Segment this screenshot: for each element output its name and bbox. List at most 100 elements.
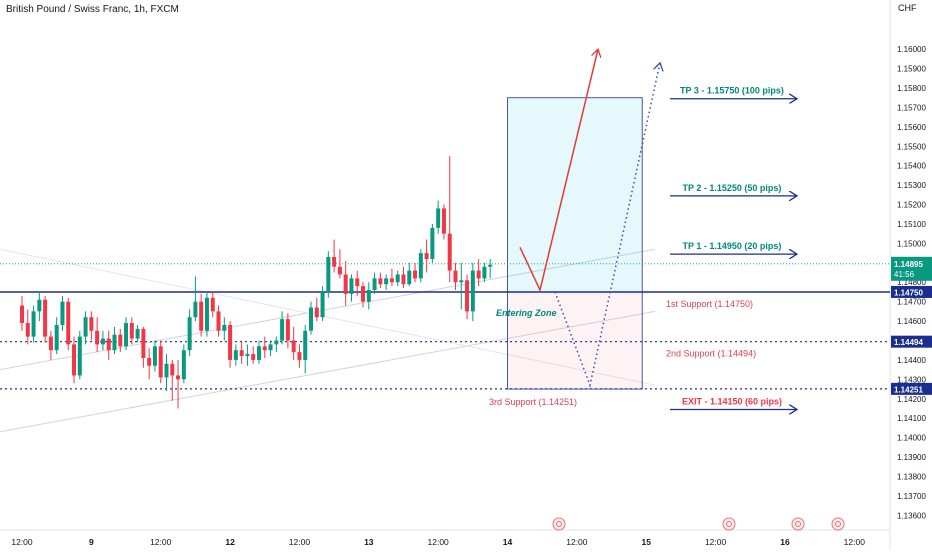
y-tick-label: 1.14200 — [897, 395, 926, 404]
level-badge-text-1: 1.14750 — [894, 288, 923, 297]
y-tick-label: 1.14400 — [897, 356, 926, 365]
y-tick-label: 1.14300 — [897, 375, 926, 384]
candle-body — [285, 319, 290, 341]
candle-body — [152, 346, 157, 366]
y-tick-label: 1.15300 — [897, 181, 926, 190]
candle-body — [418, 253, 423, 279]
candle-body — [378, 278, 383, 285]
bullish-path-arrow — [519, 49, 598, 293]
candle-body — [193, 301, 198, 318]
current-price-text: 1.14895 — [894, 260, 923, 269]
candle-body — [366, 290, 371, 302]
y-tick-label: 1.15800 — [897, 84, 926, 93]
y-tick-label: 1.15100 — [897, 220, 926, 229]
level-badge-1 — [891, 285, 932, 298]
candle-body — [372, 278, 377, 291]
y-tick-label: 1.14700 — [897, 298, 926, 307]
candle-body — [158, 346, 163, 378]
y-tick-label: 1.15600 — [897, 123, 926, 132]
candle-body — [176, 375, 181, 380]
entering-zone-label: Entering Zone — [496, 308, 557, 318]
position-box — [507, 97, 643, 390]
candle-body — [251, 354, 256, 360]
y-tick-label: 1.14800 — [897, 278, 926, 287]
candle-body — [361, 286, 366, 302]
target-label-2: TP 2 - 1.15250 (50 pips) — [683, 183, 782, 193]
event-icon-dot — [556, 521, 562, 527]
candle-body — [309, 307, 313, 331]
target-label-4: EXIT - 1.14150 (60 pips) — [682, 396, 782, 406]
y-tick-label: 1.13800 — [897, 472, 926, 481]
candle-body — [43, 299, 48, 337]
candle-body — [66, 301, 71, 345]
x-tick-label: 16 — [780, 537, 790, 547]
y-tick-label: 1.13700 — [897, 492, 926, 501]
y-tick-label: 1.13600 — [897, 511, 926, 520]
candle-body — [280, 319, 285, 341]
event-icon — [552, 517, 566, 531]
candle-body — [199, 301, 204, 331]
candle-body — [430, 227, 435, 259]
price-axis: 1.13600 1.13700 1.13800 1.13900 1.14000 1.141… — [897, 45, 926, 520]
candle-body — [389, 278, 394, 283]
y-tick-label: 1.14000 — [897, 434, 926, 443]
candle-body — [72, 344, 77, 376]
target-label-3: TP 1 - 1.14950 (20 pips) — [683, 241, 782, 251]
plot-background — [0, 0, 890, 550]
candle-body — [343, 274, 348, 294]
candle-body — [274, 340, 279, 345]
candle-body — [37, 299, 42, 312]
target-labels: TP 3 - 1.15750 (100 pips) TP 2 - 1.15250 … — [670, 86, 797, 410]
candle-body — [332, 256, 337, 267]
event-icon-dot — [726, 521, 732, 527]
countdown-text: 41:56 — [894, 270, 915, 279]
level-badge-3 — [891, 382, 932, 395]
x-tick-label: 9 — [89, 537, 94, 547]
candle-body — [216, 311, 221, 331]
y-tick-label: 1.15000 — [897, 239, 926, 248]
x-tick-label: 12:00 — [11, 537, 33, 547]
candle-body — [112, 334, 117, 351]
candle-body — [20, 305, 24, 324]
support-label-2: 2nd Support (1.14494) — [666, 349, 756, 359]
y-tick-label: 1.15700 — [897, 103, 926, 112]
y-tick-label: 1.15900 — [897, 65, 926, 74]
candle-body — [303, 330, 308, 360]
candle-body — [25, 323, 30, 337]
level-badge-text-3: 1.14251 — [894, 385, 923, 394]
candle-body — [89, 317, 94, 331]
candle-body — [83, 317, 88, 337]
candle-body — [31, 311, 36, 337]
candle-body — [320, 291, 325, 318]
x-tick-label: 13 — [364, 537, 374, 547]
candle-body — [453, 270, 458, 283]
candle-body — [395, 274, 400, 283]
candle-body — [170, 363, 175, 376]
target-label-1: TP 3 - 1.15750 (100 pips) — [680, 86, 784, 96]
candle-body — [187, 317, 192, 351]
candle-body — [124, 323, 129, 347]
candle-body — [349, 278, 354, 294]
support-label-1: 1st Support (1.14750) — [666, 299, 753, 309]
pullback-path-arrow — [554, 63, 660, 388]
candle-body — [147, 357, 152, 366]
candle-body — [239, 350, 244, 357]
candle-body — [465, 280, 470, 312]
candle-body — [291, 340, 296, 353]
event-icon-dot — [835, 521, 841, 527]
candle-body — [129, 323, 134, 339]
x-tick-label: 12:00 — [705, 537, 727, 547]
candle-body — [256, 346, 261, 360]
candle-body — [384, 278, 389, 285]
y-tick-label: 1.15500 — [897, 142, 926, 151]
candle-body — [488, 264, 493, 267]
candle-body — [459, 280, 464, 283]
candle-body — [222, 324, 227, 331]
candle-body — [60, 301, 65, 325]
level-badge-2 — [891, 335, 932, 348]
candle-body — [210, 297, 215, 312]
level-badge-text-2: 1.14494 — [894, 338, 923, 347]
chart-title: British Pound / Swiss Franc, 1h, FXCM — [6, 4, 179, 15]
